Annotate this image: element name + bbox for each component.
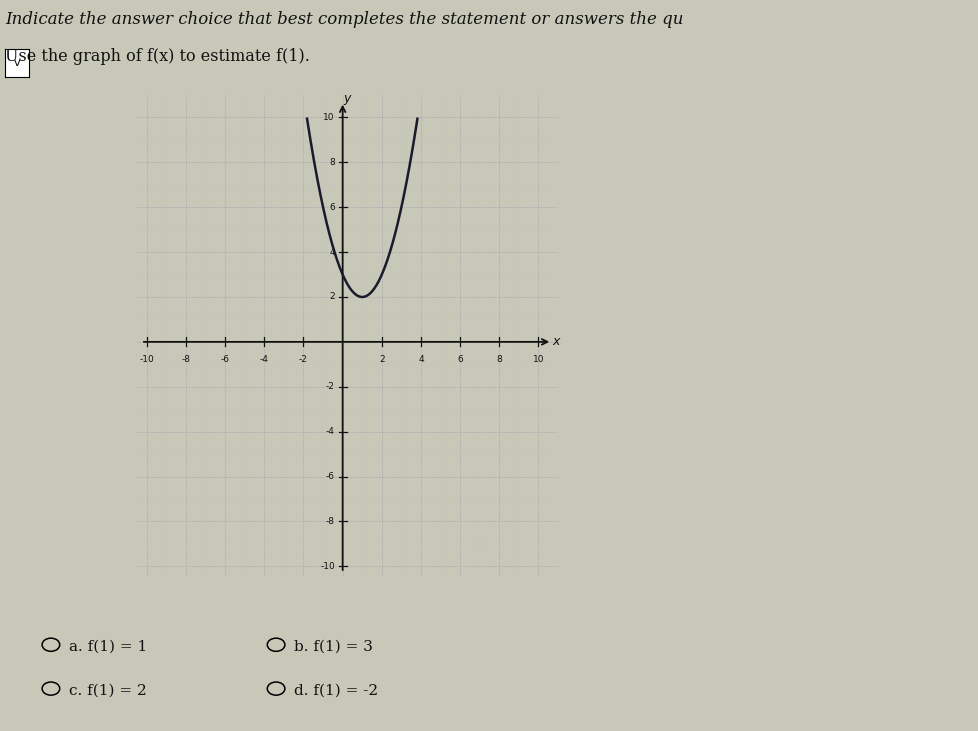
Text: 4: 4: [418, 355, 423, 364]
Text: -6: -6: [326, 472, 334, 481]
Text: a. f(1) = 1: a. f(1) = 1: [68, 640, 147, 654]
Text: -6: -6: [220, 355, 230, 364]
Text: b. f(1) = 3: b. f(1) = 3: [293, 640, 373, 654]
Text: -2: -2: [298, 355, 308, 364]
Text: 6: 6: [329, 202, 334, 212]
Text: 10: 10: [323, 113, 334, 122]
Text: y: y: [342, 92, 350, 105]
Text: d. f(1) = -2: d. f(1) = -2: [293, 683, 378, 698]
Text: -10: -10: [139, 355, 155, 364]
Text: v: v: [14, 58, 21, 68]
Text: -8: -8: [326, 517, 334, 526]
Text: c. f(1) = 2: c. f(1) = 2: [68, 683, 146, 698]
Text: 6: 6: [457, 355, 463, 364]
Text: -2: -2: [326, 382, 334, 391]
Text: 2: 2: [329, 292, 334, 301]
Text: 4: 4: [329, 248, 334, 257]
Text: 8: 8: [496, 355, 502, 364]
Text: -4: -4: [326, 427, 334, 436]
Text: 2: 2: [378, 355, 384, 364]
Text: Use the graph of f(x) to estimate f(1).: Use the graph of f(x) to estimate f(1).: [5, 48, 309, 64]
Text: -8: -8: [181, 355, 191, 364]
Text: x: x: [552, 336, 559, 349]
Text: 8: 8: [329, 158, 334, 167]
Text: 10: 10: [532, 355, 544, 364]
Text: -10: -10: [320, 561, 334, 571]
Text: Indicate the answer choice that best completes the statement or answers the qu: Indicate the answer choice that best com…: [5, 11, 683, 28]
Text: -4: -4: [259, 355, 269, 364]
